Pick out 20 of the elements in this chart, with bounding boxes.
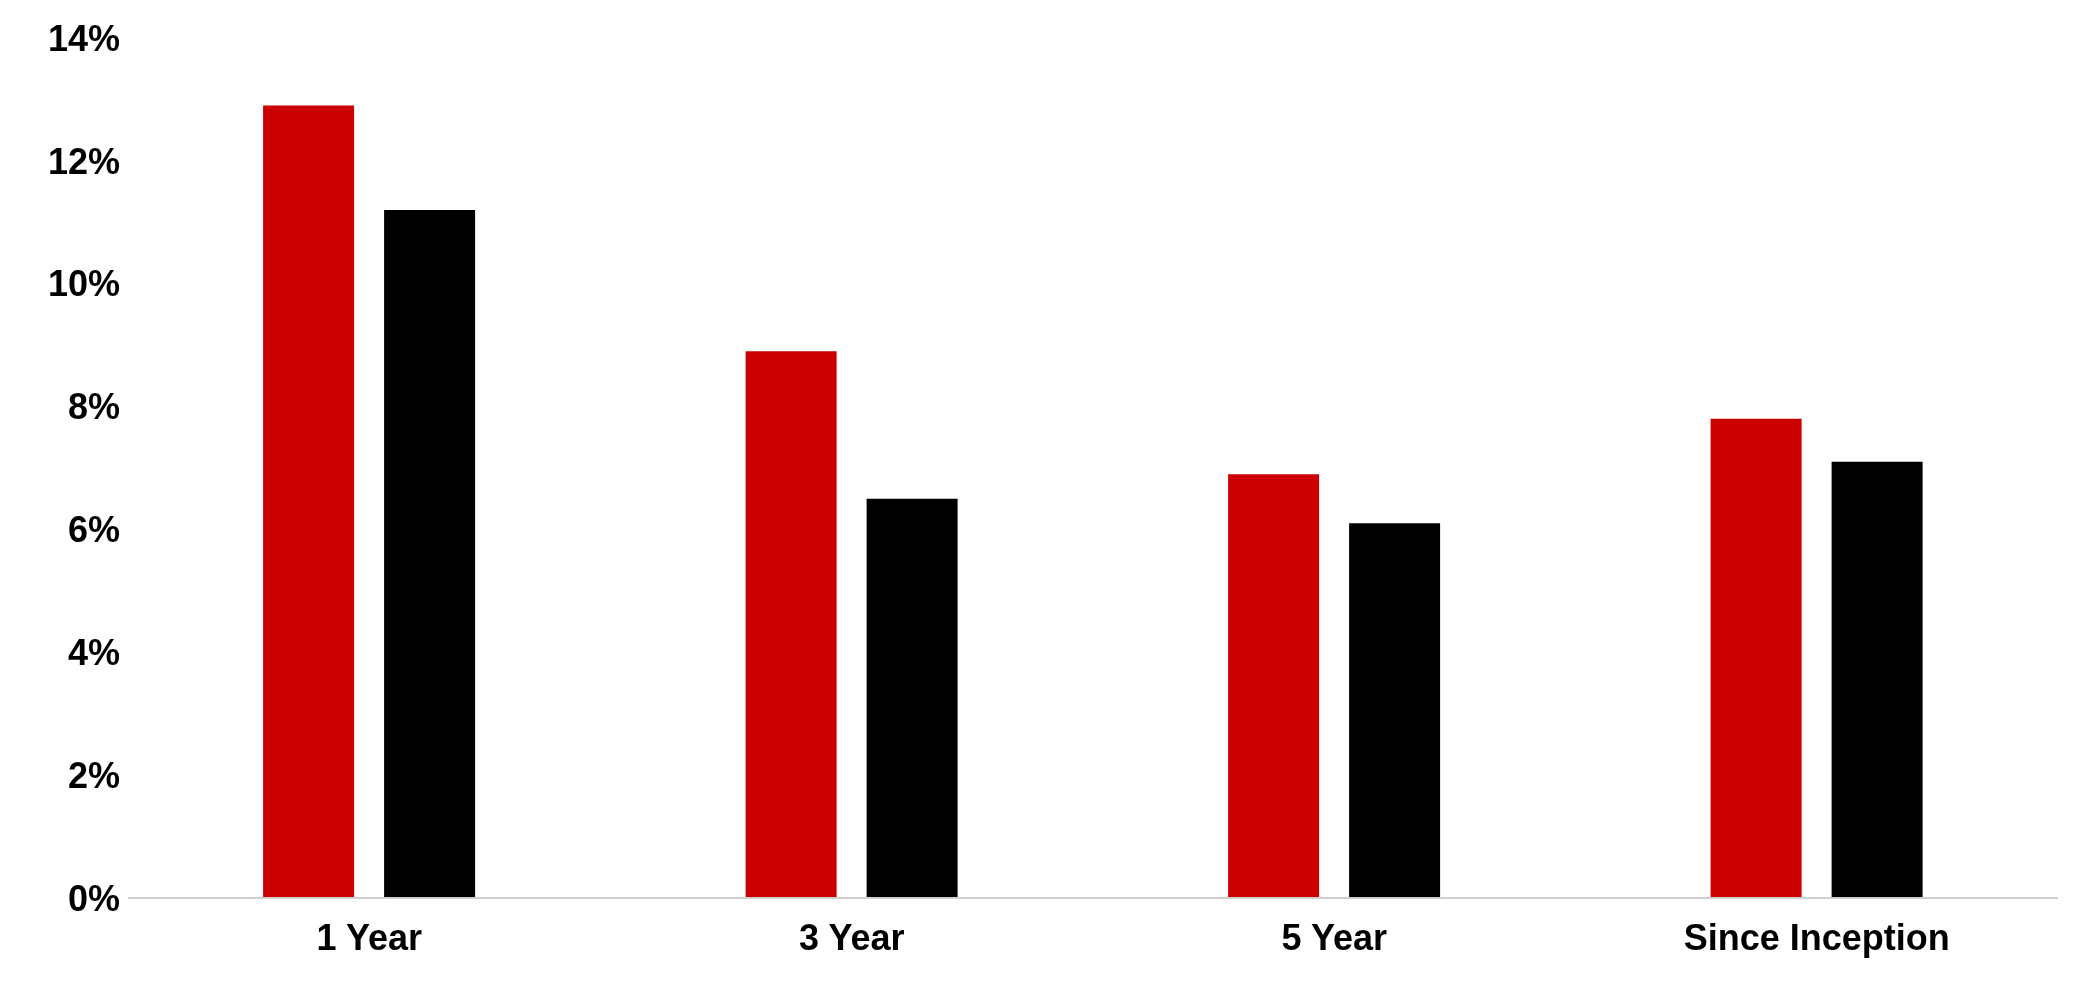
y-tick-label: 6%: [67, 509, 120, 551]
y-tick-label: 0%: [67, 877, 120, 919]
y-tick-label: 2%: [67, 754, 120, 796]
bar: [866, 498, 958, 898]
bar: [745, 351, 837, 898]
bar: [1831, 461, 1923, 898]
y-tick-label: 4%: [67, 632, 120, 674]
bar: [1710, 418, 1802, 898]
y-tick-label: 8%: [67, 386, 120, 428]
y-tick-label: 12%: [47, 140, 120, 182]
x-tick-label: 3 Year: [799, 916, 905, 958]
y-tick-label: 14%: [47, 17, 120, 59]
bar: [1228, 474, 1320, 898]
bar: [263, 105, 355, 898]
y-tick-label: 10%: [47, 263, 120, 305]
bar: [1349, 523, 1441, 898]
x-tick-label: 1 Year: [316, 916, 422, 958]
x-tick-label: Since Inception: [1683, 916, 1950, 958]
x-tick-label: 5 Year: [1281, 916, 1387, 958]
bar: [384, 210, 476, 898]
